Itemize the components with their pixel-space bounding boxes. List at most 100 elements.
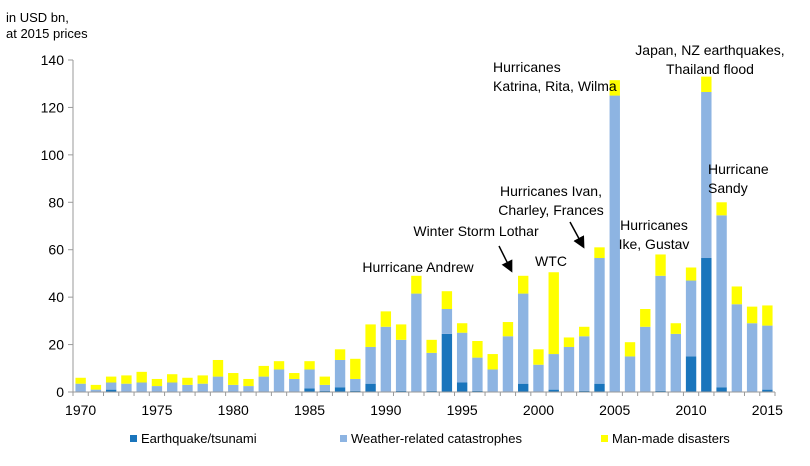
bar-manmade-1994 xyxy=(441,291,453,309)
x-tick-label: 1985 xyxy=(294,402,325,418)
bar-stack-1986 xyxy=(319,376,330,392)
bar-stack-1982 xyxy=(258,365,269,392)
bar-stack-2008 xyxy=(655,254,666,392)
bar-earthquake-2001 xyxy=(548,389,559,392)
annotation-text: Ike, Gustav xyxy=(619,236,690,252)
bar-weather-1991 xyxy=(395,339,407,391)
bar-earthquake-2011 xyxy=(701,258,712,392)
bar-weather-2002 xyxy=(563,346,575,392)
bar-manmade-1977 xyxy=(182,377,193,385)
bar-manmade-1991 xyxy=(395,324,407,340)
annotation: Hurricane Sandy xyxy=(708,161,769,196)
x-tick-label: 2015 xyxy=(752,402,783,418)
bar-manmade-1972 xyxy=(105,376,117,383)
bar-earthquake-1988 xyxy=(350,390,361,392)
y-axis-label-line: in USD bn, xyxy=(6,10,69,25)
bar-manmade-2005 xyxy=(609,80,620,96)
bar-stack-2009 xyxy=(670,323,681,392)
bar-weather-2004 xyxy=(594,258,605,384)
bar-earthquake-1986 xyxy=(319,390,330,392)
bar-manmade-1999 xyxy=(518,275,529,294)
bar-weather-2011 xyxy=(701,92,712,259)
bar-weather-1977 xyxy=(182,384,193,392)
bar-manmade-1998 xyxy=(502,322,514,337)
bar-stack-1972 xyxy=(105,376,117,392)
bar-manmade-1985 xyxy=(304,361,315,370)
bar-stack-2000 xyxy=(533,349,544,392)
bar-stack-1976 xyxy=(167,374,178,392)
bar-manmade-1989 xyxy=(365,324,376,347)
bar-manmade-2004 xyxy=(594,247,605,259)
annotation: WTC xyxy=(535,253,567,269)
bar-stack-1975 xyxy=(151,378,163,392)
annotation: Hurricane Andrew xyxy=(362,259,474,275)
bar-weather-1995 xyxy=(456,332,468,383)
bar-earthquake-1991 xyxy=(395,390,407,392)
bar-manmade-1980 xyxy=(228,373,239,385)
bar-manmade-1993 xyxy=(426,339,437,353)
x-tick-label: 1995 xyxy=(447,402,478,418)
annotation: Hurricanes Katrina, Rita, Wilma xyxy=(493,59,617,94)
bar-manmade-2006 xyxy=(624,342,636,357)
bar-manmade-1983 xyxy=(273,361,285,370)
bar-stack-1978 xyxy=(197,375,208,392)
bar-stack-1979 xyxy=(212,359,224,392)
bar-stack-2002 xyxy=(563,337,575,392)
bar-stack-1971 xyxy=(90,384,102,392)
bar-weather-1981 xyxy=(243,386,254,392)
legend: Earthquake/tsunami Weather-related catast… xyxy=(130,431,730,446)
bar-weather-1998 xyxy=(502,336,514,392)
bar-earthquake-1993 xyxy=(426,390,437,392)
bars xyxy=(75,76,773,392)
bar-stack-2007 xyxy=(640,309,651,392)
bar-weather-1988 xyxy=(350,378,361,391)
y-tick-label: 80 xyxy=(48,194,64,210)
bar-stack-1988 xyxy=(350,358,361,392)
y-tick-label: 100 xyxy=(41,147,65,163)
bar-weather-1982 xyxy=(258,376,269,392)
bar-stack-2005 xyxy=(609,80,620,392)
annotation-text: Winter Storm Lothar xyxy=(413,223,539,239)
legend-label: Earthquake/tsunami xyxy=(141,431,257,446)
bar-manmade-2003 xyxy=(579,326,590,337)
x-tick-label: 1975 xyxy=(141,402,172,418)
y-axis-label: in USD bn,at 2015 prices xyxy=(6,10,88,41)
annotation: Winter Storm Lothar xyxy=(413,223,539,273)
x-tick-label: 2010 xyxy=(675,402,706,418)
bar-stack-1980 xyxy=(228,373,239,392)
bar-weather-2013 xyxy=(731,304,743,392)
bar-earthquake-1972 xyxy=(105,389,117,392)
bar-weather-1987 xyxy=(334,359,346,388)
bar-manmade-2007 xyxy=(640,309,651,327)
bar-weather-2003 xyxy=(579,336,590,391)
x-tick-label: 1970 xyxy=(65,402,96,418)
bar-stack-1973 xyxy=(121,375,132,392)
bar-stack-2011 xyxy=(701,76,712,392)
bar-manmade-1988 xyxy=(350,358,361,379)
bar-weather-1970 xyxy=(75,383,86,392)
annotation: Hurricanes Ivan, Charley, Frances xyxy=(498,183,604,249)
bar-manmade-1981 xyxy=(243,378,254,387)
bar-weather-2015 xyxy=(762,325,773,390)
bar-manmade-2002 xyxy=(563,337,575,347)
bar-earthquake-1996 xyxy=(472,390,483,392)
bar-manmade-2008 xyxy=(655,254,666,276)
bar-stack-1998 xyxy=(502,322,514,392)
bar-weather-2010 xyxy=(685,280,697,357)
bar-weather-1985 xyxy=(304,369,315,389)
bar-weather-1992 xyxy=(411,293,422,392)
bar-manmade-1987 xyxy=(334,349,346,360)
legend-item-manmade: Man-made disasters xyxy=(601,431,730,446)
annotation-text: Hurricanes xyxy=(620,217,688,233)
legend-label: Man-made disasters xyxy=(612,431,730,446)
bar-stack-1999 xyxy=(518,275,529,392)
bar-weather-1973 xyxy=(121,383,132,392)
y-axis-label-line: at 2015 prices xyxy=(6,26,88,41)
bar-weather-2005 xyxy=(609,95,620,392)
bar-weather-1983 xyxy=(273,369,285,392)
bar-manmade-1975 xyxy=(151,378,163,387)
annotation-text: Hurricanes Ivan, xyxy=(500,183,602,199)
x-tick-label: 1980 xyxy=(218,402,249,418)
bar-earthquake-1989 xyxy=(365,383,376,392)
legend-swatch xyxy=(130,435,137,442)
